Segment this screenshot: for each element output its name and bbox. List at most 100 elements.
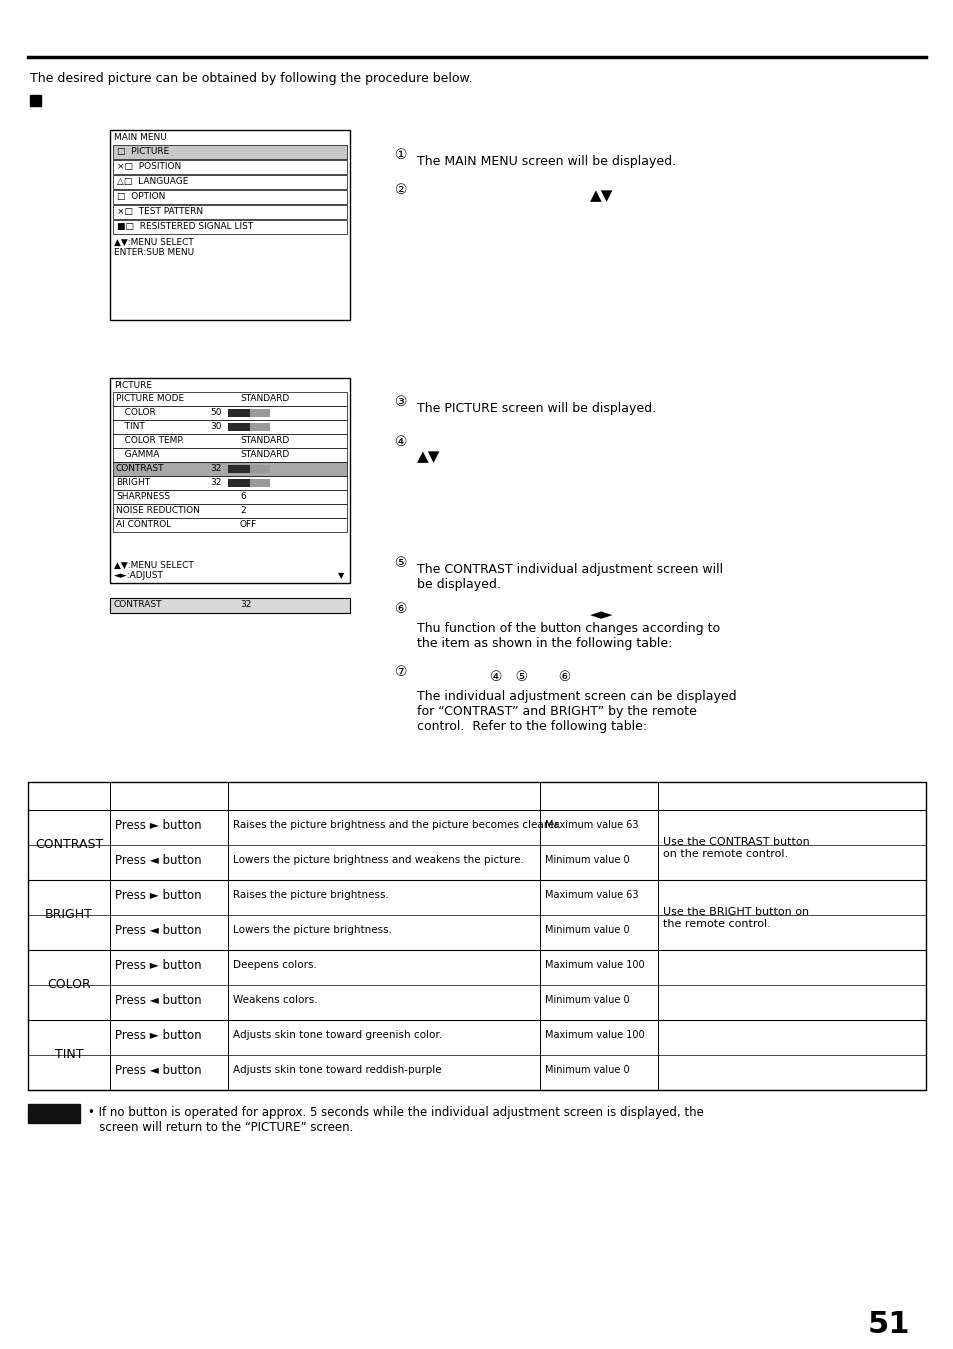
Text: GAMMA: GAMMA (116, 451, 159, 459)
Text: SHARPNESS: SHARPNESS (116, 492, 170, 500)
Text: Adjusts skin tone toward greenish color.: Adjusts skin tone toward greenish color. (233, 1031, 441, 1040)
Bar (110, 378, 350, 583)
Text: MAIN MENU: MAIN MENU (113, 134, 167, 142)
Text: 6: 6 (240, 492, 246, 500)
Text: Maximum value 100: Maximum value 100 (544, 1031, 644, 1040)
Text: 32: 32 (210, 478, 221, 487)
Bar (112, 220, 347, 233)
Text: ▲▼: ▲▼ (589, 188, 613, 202)
Bar (112, 461, 347, 476)
Bar (112, 448, 347, 461)
Text: Maximum value 100: Maximum value 100 (544, 960, 644, 970)
Text: Press ► button: Press ► button (115, 959, 201, 973)
Text: Press ► button: Press ► button (115, 819, 201, 832)
Text: Lowers the picture brightness and weakens the picture.: Lowers the picture brightness and weaken… (233, 855, 523, 865)
Bar (112, 505, 347, 518)
Text: ⑥: ⑥ (395, 602, 407, 616)
Text: Press ◄ button: Press ◄ button (115, 994, 201, 1006)
Text: 32: 32 (210, 464, 221, 473)
Bar (28, 782, 925, 1090)
Bar (110, 598, 350, 612)
Text: Press ► button: Press ► button (115, 1029, 201, 1041)
Text: ①: ① (395, 148, 407, 162)
Bar (112, 434, 347, 448)
Text: Thu function of the button changes according to
the item as shown in the followi: Thu function of the button changes accor… (416, 622, 720, 650)
Text: STANDARD: STANDARD (240, 394, 289, 403)
Text: Raises the picture brightness.: Raises the picture brightness. (233, 890, 389, 900)
Text: ◄►: ◄► (589, 607, 613, 622)
Text: ▼: ▼ (337, 571, 344, 580)
Text: ▲▼:MENU SELECT
◄►:ADJUST: ▲▼:MENU SELECT ◄►:ADJUST (113, 561, 193, 580)
Text: STANDARD: STANDARD (240, 436, 289, 445)
Bar (250, 424, 270, 430)
Text: CONTRAST: CONTRAST (35, 839, 103, 851)
Text: COLOR: COLOR (47, 978, 91, 992)
Text: ▲▼:MENU SELECT
ENTER:SUB MENU: ▲▼:MENU SELECT ENTER:SUB MENU (113, 237, 193, 258)
Text: Maximum value 63: Maximum value 63 (544, 890, 638, 900)
Text: Adjusts skin tone toward reddish-purple: Adjusts skin tone toward reddish-purple (233, 1064, 441, 1075)
Text: Deepens colors.: Deepens colors. (233, 960, 316, 970)
Bar (112, 420, 347, 434)
Bar (228, 424, 250, 430)
Bar (250, 409, 270, 417)
Text: PICTURE: PICTURE (113, 380, 152, 390)
Bar (28, 1103, 80, 1122)
Text: AI CONTROL: AI CONTROL (116, 519, 172, 529)
Text: The CONTRAST individual adjustment screen will
be displayed.: The CONTRAST individual adjustment scree… (416, 563, 722, 591)
Text: BRIGHT: BRIGHT (116, 478, 150, 487)
Text: ⑤: ⑤ (395, 556, 407, 571)
Text: □  OPTION: □ OPTION (117, 192, 165, 201)
Text: Press ◄ button: Press ◄ button (115, 924, 201, 938)
Bar (30, 94, 41, 107)
Text: The individual adjustment screen can be displayed
for “CONTRAST” and BRIGHT” by : The individual adjustment screen can be … (416, 689, 736, 733)
Text: 50: 50 (210, 407, 221, 417)
Bar (112, 476, 347, 490)
Text: ×□  TEST PATTERN: ×□ TEST PATTERN (117, 206, 203, 216)
Text: Minimum value 0: Minimum value 0 (544, 1064, 629, 1075)
Bar (228, 465, 250, 473)
Bar (112, 393, 347, 406)
Text: PICTURE MODE: PICTURE MODE (116, 394, 184, 403)
Text: Use the BRIGHT button on
the remote control.: Use the BRIGHT button on the remote cont… (662, 907, 808, 928)
Bar (228, 479, 250, 487)
Text: ■□  RESISTERED SIGNAL LIST: ■□ RESISTERED SIGNAL LIST (117, 223, 253, 231)
Text: STANDARD: STANDARD (240, 451, 289, 459)
Text: 51: 51 (866, 1310, 909, 1340)
Text: Use the CONTRAST button
on the remote control.: Use the CONTRAST button on the remote co… (662, 836, 809, 858)
Text: Minimum value 0: Minimum value 0 (544, 996, 629, 1005)
Text: Minimum value 0: Minimum value 0 (544, 855, 629, 865)
Text: NOISE REDUCTION: NOISE REDUCTION (116, 506, 200, 515)
Bar (112, 175, 347, 189)
Bar (250, 465, 270, 473)
Bar (228, 409, 250, 417)
Text: ③: ③ (395, 395, 407, 409)
Bar (112, 190, 347, 204)
Text: ×□  POSITION: ×□ POSITION (117, 162, 181, 171)
Text: CONTRAST: CONTRAST (116, 464, 164, 473)
Text: ④   ⑤       ⑥: ④ ⑤ ⑥ (490, 670, 571, 684)
Text: CONTRAST: CONTRAST (113, 600, 162, 608)
Text: Raises the picture brightness and the picture becomes clearer.: Raises the picture brightness and the pi… (233, 820, 560, 830)
Text: 30: 30 (210, 422, 221, 430)
Text: ②: ② (395, 183, 407, 197)
Text: The MAIN MENU screen will be displayed.: The MAIN MENU screen will be displayed. (416, 155, 676, 169)
Bar (112, 161, 347, 174)
Bar (112, 490, 347, 505)
Text: ④: ④ (395, 434, 407, 449)
Text: Press ◄ button: Press ◄ button (115, 854, 201, 867)
Bar (112, 406, 347, 420)
Text: The desired picture can be obtained by following the procedure below.: The desired picture can be obtained by f… (30, 71, 472, 85)
Text: △□  LANGUAGE: △□ LANGUAGE (117, 177, 188, 186)
Text: Press ◄ button: Press ◄ button (115, 1064, 201, 1077)
Text: Press ► button: Press ► button (115, 889, 201, 902)
Bar (112, 518, 347, 532)
Text: The PICTURE screen will be displayed.: The PICTURE screen will be displayed. (416, 402, 656, 415)
Bar (112, 144, 347, 159)
Text: Weakens colors.: Weakens colors. (233, 996, 317, 1005)
Text: COLOR: COLOR (116, 407, 155, 417)
Bar (250, 479, 270, 487)
Text: □  PICTURE: □ PICTURE (117, 147, 169, 156)
Text: COLOR TEMP.: COLOR TEMP. (116, 436, 184, 445)
Bar (110, 130, 350, 320)
Text: TINT: TINT (54, 1048, 83, 1062)
